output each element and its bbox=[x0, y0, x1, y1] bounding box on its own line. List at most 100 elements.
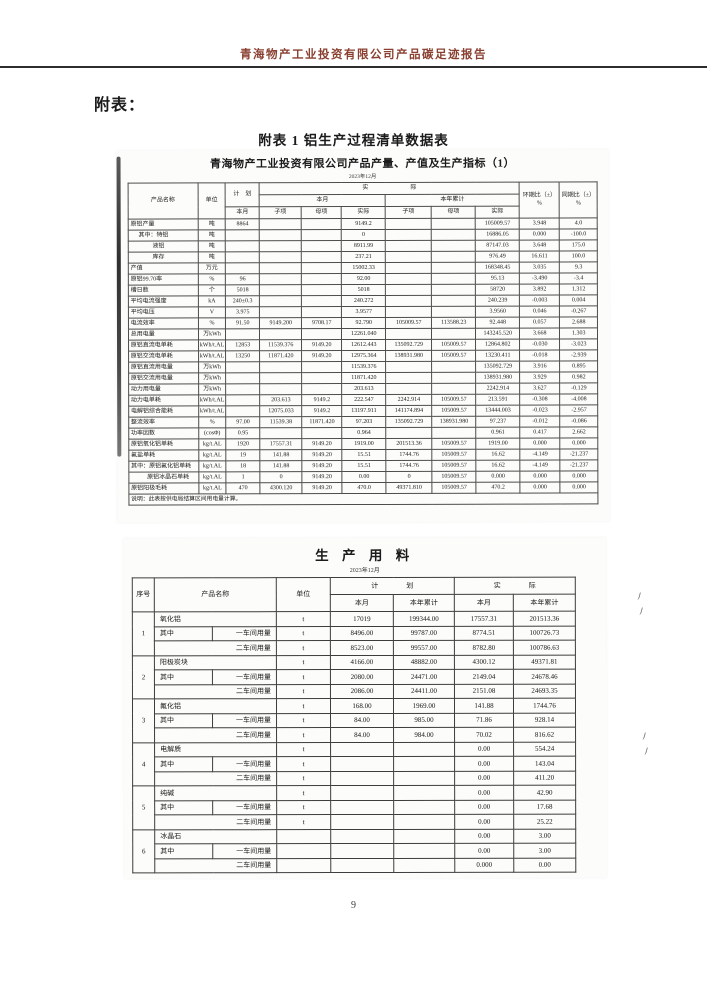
data-cell: 12864.802 bbox=[475, 339, 520, 351]
unit-cell: t bbox=[276, 611, 331, 627]
data-cell: 1919.00 bbox=[476, 438, 521, 450]
data-cell: 222.547 bbox=[341, 394, 386, 406]
data-cell: 1969.00 bbox=[393, 698, 455, 713]
data-cell bbox=[225, 372, 260, 384]
data-cell bbox=[330, 785, 394, 801]
data-cell bbox=[301, 383, 342, 395]
data-cell: 0.982 bbox=[559, 371, 598, 383]
data-cell bbox=[301, 262, 342, 274]
sub-label-cell: 其中 bbox=[154, 713, 213, 728]
data-cell: 25.22 bbox=[513, 814, 576, 829]
data-cell: kg/t.AL bbox=[198, 482, 227, 494]
col-yoy-ratio: 同期比（±）% bbox=[559, 181, 598, 218]
data-cell bbox=[259, 372, 302, 384]
data-cell: % bbox=[198, 317, 226, 329]
data-cell bbox=[225, 251, 260, 263]
data-cell bbox=[225, 361, 260, 373]
row-label: 其中：原铝氟化铝单耗 bbox=[128, 460, 199, 473]
data-cell: 11871.420 bbox=[301, 416, 342, 428]
col-parent-item: 母项 bbox=[301, 206, 342, 219]
data-cell: 3.00 bbox=[513, 828, 576, 844]
data-cell: 0.000 bbox=[560, 470, 599, 482]
data-cell: 97.00 bbox=[225, 416, 260, 428]
production-indicators-period: 2023年12月 bbox=[348, 173, 377, 181]
data-cell: 9149.2 bbox=[341, 218, 386, 230]
sub-label-cell: 其中 bbox=[154, 800, 213, 815]
data-cell: 个 bbox=[198, 284, 226, 296]
data-cell: 9149.20 bbox=[301, 350, 342, 362]
data-cell bbox=[431, 229, 476, 241]
data-cell: -2.957 bbox=[559, 404, 598, 416]
row-label: 原铝阳极毛耗 bbox=[128, 482, 199, 495]
data-cell: 17.68 bbox=[513, 799, 576, 815]
data-cell: 105009.57 bbox=[432, 482, 477, 494]
data-cell: 105009.57 bbox=[432, 460, 477, 472]
unit-cell: t bbox=[276, 713, 331, 728]
data-cell: 237.21 bbox=[341, 251, 386, 263]
data-cell: 3.916 bbox=[519, 360, 560, 373]
data-cell bbox=[431, 328, 476, 340]
data-cell: 97.237 bbox=[475, 416, 520, 428]
data-cell: -3.023 bbox=[559, 338, 598, 350]
data-cell bbox=[259, 229, 302, 241]
seq-cell: 1 bbox=[132, 611, 155, 656]
data-cell: 13250 bbox=[225, 350, 260, 362]
data-cell: 203.613 bbox=[259, 394, 302, 406]
data-cell: 199344.00 bbox=[393, 611, 455, 626]
data-cell: 105009.57 bbox=[431, 339, 476, 351]
data-cell bbox=[385, 251, 432, 263]
data-cell: 240±0.3 bbox=[225, 295, 260, 307]
table-row: 二车间用量 0.000 0.00 bbox=[133, 857, 576, 873]
unit-cell bbox=[276, 829, 331, 844]
product-name-cell: 纯碱 bbox=[154, 785, 277, 801]
data-cell: kWh/t.AL bbox=[198, 394, 226, 406]
materials-scan: 生 产 用 料 2023年12月 序号 产品名称 单位 计 划 实 际 本月 本… bbox=[123, 537, 607, 879]
data-cell bbox=[431, 284, 476, 296]
scan-artifact bbox=[638, 606, 643, 616]
data-cell: kWh/t.AL bbox=[198, 339, 226, 351]
header-row: 产品名称 单位 计 划 实 际 环期比（±）% 同期比（±）% bbox=[127, 181, 598, 220]
data-cell: 0.00 bbox=[454, 828, 514, 844]
data-cell bbox=[301, 427, 343, 439]
workshop-cell: 二车间用量 bbox=[154, 771, 277, 786]
data-cell: 2151.08 bbox=[454, 683, 514, 699]
data-cell: 万kWh bbox=[198, 372, 226, 384]
col-unit: 单位 bbox=[276, 577, 331, 612]
data-cell bbox=[259, 427, 303, 439]
data-cell: -0.267 bbox=[559, 305, 598, 317]
data-cell: -21.237 bbox=[560, 448, 599, 460]
unit-cell: t bbox=[276, 640, 331, 656]
data-cell: 92.00 bbox=[341, 273, 386, 285]
data-cell: 万kWh bbox=[198, 328, 226, 340]
data-cell: 0.00 bbox=[454, 770, 514, 786]
data-cell bbox=[330, 814, 394, 830]
scan-artifact bbox=[643, 746, 648, 756]
row-label: 其中：特铝 bbox=[127, 229, 199, 242]
row-label: 原铝直流用电量 bbox=[128, 361, 199, 374]
production-indicators-title: 青海物产工业投资有限公司产品产量、产值及生产指标（1） bbox=[210, 157, 516, 171]
data-cell: 13230.411 bbox=[475, 350, 520, 362]
workshop-cell: 二车间用量 bbox=[154, 727, 277, 743]
data-cell bbox=[301, 328, 342, 340]
row-label: 原铝氧化铝单耗 bbox=[128, 438, 199, 451]
data-cell: 9149.20 bbox=[302, 460, 343, 472]
data-cell: -0.012 bbox=[519, 415, 560, 428]
data-cell: 470.0 bbox=[342, 482, 387, 494]
workshop-cell: 一车间用量 bbox=[212, 843, 277, 859]
data-cell: 0.417 bbox=[519, 426, 561, 439]
row-label: 产值 bbox=[128, 262, 199, 275]
data-cell: 11539.376 bbox=[341, 361, 386, 373]
unit-cell: t bbox=[276, 742, 331, 757]
col-plan-month: 本月 bbox=[225, 206, 260, 219]
data-cell: 24693.35 bbox=[513, 683, 576, 699]
table1-caption: 附表 1 铝生产过程清单数据表 bbox=[258, 133, 449, 148]
data-cell: 203.613 bbox=[341, 383, 386, 395]
data-cell: 3.035 bbox=[519, 261, 560, 274]
row-label: 原铝产量 bbox=[127, 218, 198, 231]
data-cell: 16.62 bbox=[476, 449, 521, 461]
data-cell: 4.0 bbox=[559, 217, 598, 229]
data-cell: 984.00 bbox=[393, 727, 455, 742]
unit-cell: t bbox=[276, 698, 331, 714]
data-cell: 0 bbox=[386, 471, 433, 483]
col-plan: 计 划 bbox=[330, 577, 455, 595]
